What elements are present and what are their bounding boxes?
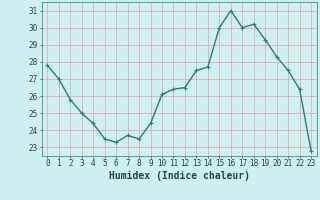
X-axis label: Humidex (Indice chaleur): Humidex (Indice chaleur) (109, 171, 250, 181)
